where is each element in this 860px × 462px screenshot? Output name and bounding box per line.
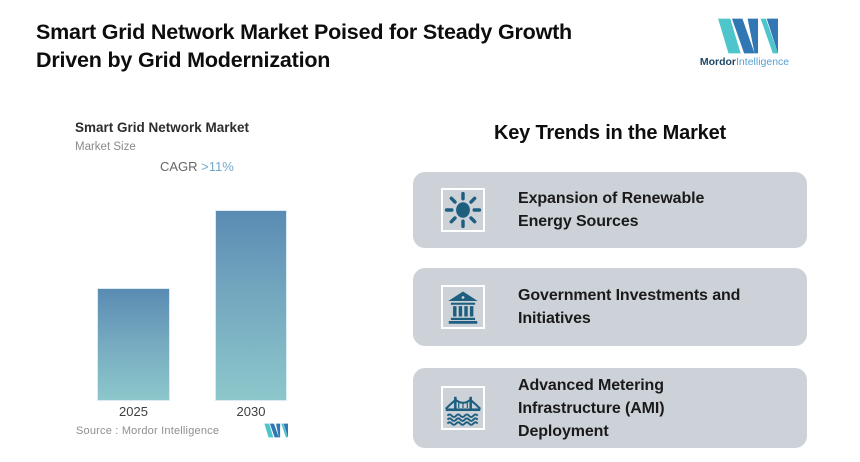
cagr-value: >11% bbox=[201, 159, 234, 174]
brand-name: MordorIntelligence bbox=[697, 56, 792, 68]
trend-icon-box bbox=[441, 285, 485, 329]
chart-subtitle: Market Size bbox=[75, 141, 136, 153]
cagr-annotation: CAGR >11% bbox=[160, 159, 234, 174]
trend-icon-box bbox=[441, 188, 485, 232]
trend-card-label: Government Investments and Initiatives bbox=[518, 287, 741, 327]
brand-name-light: Intelligence bbox=[736, 56, 790, 68]
x-tick-2025: 2025 bbox=[119, 404, 148, 419]
brand-name-bold: Mordor bbox=[699, 56, 737, 68]
bar-2030 bbox=[215, 210, 287, 401]
trend-card-label: Advanced Metering Infrastructure (AMI) D… bbox=[518, 376, 665, 440]
brand-logo: MordorIntelligence bbox=[697, 18, 792, 68]
source-note: Source : Mordor Intelligence bbox=[76, 425, 220, 437]
x-tick-2030: 2030 bbox=[236, 404, 266, 419]
bridge-icon bbox=[444, 396, 482, 426]
bank-icon bbox=[448, 291, 478, 324]
trend-card-renewable: Expansion of Renewable Energy Sources bbox=[413, 172, 807, 248]
trends-heading: Key Trends in the Market bbox=[494, 122, 726, 144]
chart-title: Smart Grid Network Market bbox=[75, 120, 250, 135]
bar-2025 bbox=[97, 288, 170, 401]
bar-chart bbox=[97, 210, 287, 401]
cagr-label: CAGR bbox=[160, 159, 202, 174]
trend-card-ami: Advanced Metering Infrastructure (AMI) D… bbox=[413, 368, 807, 448]
mordor-intelligence-logo-icon bbox=[717, 18, 778, 54]
trend-card-government: Government Investments and Initiatives bbox=[413, 268, 807, 346]
page-title: Smart Grid Network Market Poised for Ste… bbox=[36, 20, 572, 72]
mordor-mini-logo-icon bbox=[264, 423, 288, 438]
trend-card-label: Expansion of Renewable Energy Sources bbox=[518, 190, 705, 230]
trend-icon-box bbox=[441, 386, 485, 430]
sun-icon bbox=[444, 191, 482, 229]
